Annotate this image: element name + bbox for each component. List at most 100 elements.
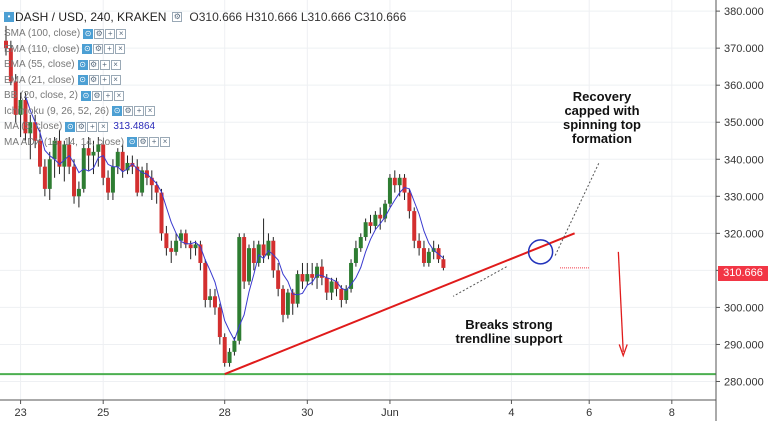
candle xyxy=(62,144,67,167)
indicator-row[interactable]: EMA (110, close) ⊙ ⚙ + × xyxy=(4,44,126,55)
candle xyxy=(271,240,276,271)
candle xyxy=(305,274,310,282)
eye-icon[interactable]: ⊙ xyxy=(77,75,88,85)
annotation-recovery: Recovery capped with spinning top format… xyxy=(563,89,641,146)
candle xyxy=(266,240,271,256)
settings-icon[interactable]: ⚙ xyxy=(91,90,102,101)
candle xyxy=(417,240,422,249)
add-icon[interactable]: + xyxy=(134,106,145,116)
symbol-title: DASH / USD, 240, KRAKEN xyxy=(15,10,167,24)
add-icon[interactable]: + xyxy=(104,44,115,54)
add-icon[interactable]: + xyxy=(102,90,113,101)
candle xyxy=(28,122,33,134)
price-tick-label: 290.000 xyxy=(724,339,764,351)
indicator-row[interactable]: Ichimoku (9, 26, 52, 26) ⊙ ⚙ + × xyxy=(4,106,156,117)
price-tick-label: 340.000 xyxy=(724,154,764,166)
candle xyxy=(193,244,198,249)
highlight-circle xyxy=(527,239,554,265)
eye-icon[interactable]: ⊙ xyxy=(112,106,123,116)
candle xyxy=(106,177,111,193)
remove-icon[interactable]: × xyxy=(113,90,124,101)
candle xyxy=(373,214,378,226)
candle xyxy=(315,266,320,278)
candle xyxy=(76,188,81,197)
add-icon[interactable]: + xyxy=(149,137,160,147)
ohlc-readout: O310.666 H310.666 L310.666 C310.666 xyxy=(189,10,407,24)
last-price-badge: 310.666 xyxy=(718,266,768,281)
remove-icon[interactable]: × xyxy=(160,137,171,147)
candle xyxy=(251,248,256,263)
candle xyxy=(159,192,164,234)
remove-icon[interactable]: × xyxy=(115,44,126,54)
trendline xyxy=(224,232,575,376)
indicator-row[interactable]: MA ADX (14, 14, 14, close) ⊙ ⚙ + × xyxy=(4,137,171,148)
price-tick-label: 280.000 xyxy=(724,376,764,388)
add-icon[interactable]: + xyxy=(105,28,116,39)
candle xyxy=(256,244,261,263)
settings-icon[interactable]: ⚙ xyxy=(94,28,105,39)
eye-icon[interactable]: ⊙ xyxy=(83,28,94,39)
eye-icon[interactable]: ⊙ xyxy=(82,44,93,54)
candle xyxy=(164,233,169,249)
indicator-row[interactable]: EMA (55, close) ⊙ ⚙ + × xyxy=(4,59,122,70)
candle xyxy=(217,307,222,338)
candle xyxy=(96,144,101,152)
candle xyxy=(412,211,417,241)
candle xyxy=(300,274,305,282)
indicator-label: Ichimoku (9, 26, 52, 26) xyxy=(4,105,110,117)
price-tick-label: 320.000 xyxy=(724,228,764,240)
eye-icon[interactable]: ⊙ xyxy=(77,59,88,70)
time-tick-label: 6 xyxy=(586,407,592,419)
candle xyxy=(324,277,329,293)
candle xyxy=(339,288,344,300)
indicator-row[interactable]: SMA (100, close) ⊙ ⚙ + × xyxy=(4,28,127,39)
remove-icon[interactable]: × xyxy=(110,59,121,70)
candle xyxy=(349,262,354,289)
candle xyxy=(120,151,125,171)
price-axis[interactable]: 280.000290.000300.000310.000320.000330.0… xyxy=(715,0,764,421)
indicator-row[interactable]: EMA (21, close) ⊙ ⚙ + × xyxy=(4,75,122,86)
candle xyxy=(18,100,23,115)
down-arrow-head xyxy=(618,344,628,358)
candle xyxy=(285,292,290,315)
candle xyxy=(72,166,77,197)
candle xyxy=(13,81,18,115)
add-icon[interactable]: + xyxy=(99,75,110,85)
candle xyxy=(208,296,213,300)
settings-icon[interactable]: ⚙ xyxy=(76,121,87,132)
candle xyxy=(392,177,397,186)
dashed-projection-up xyxy=(554,162,600,256)
candle xyxy=(368,222,373,226)
indicator-row[interactable]: BB (20, close, 2) ⊙ ⚙ + × xyxy=(4,90,125,101)
candle xyxy=(295,274,300,304)
eye-icon[interactable]: • xyxy=(4,12,14,22)
add-icon[interactable]: + xyxy=(87,121,98,132)
price-tick-label: 370.000 xyxy=(724,43,764,55)
indicator-row[interactable]: MA (5, close) ⊙ ⚙ + × 313.4864 xyxy=(4,121,155,132)
time-axis[interactable]: 23 25 28 30 Jun 4 6 8 xyxy=(0,399,716,419)
settings-icon[interactable]: ⚙ xyxy=(93,44,104,54)
add-icon[interactable]: + xyxy=(99,59,110,70)
indicator-label: EMA (55, close) xyxy=(4,59,75,70)
candle xyxy=(86,148,91,156)
remove-icon[interactable]: × xyxy=(98,121,109,132)
candle xyxy=(33,122,38,141)
settings-icon[interactable]: ⚙ xyxy=(123,106,134,116)
annotation-breaks: Breaks strong trendline support xyxy=(455,317,563,346)
settings-icon[interactable]: ⚙ xyxy=(138,137,149,147)
candle xyxy=(281,288,286,315)
remove-icon[interactable]: × xyxy=(110,75,121,85)
settings-icon[interactable]: ⚙ xyxy=(172,12,183,22)
eye-icon[interactable]: ⊙ xyxy=(80,90,91,101)
settings-icon[interactable]: ⚙ xyxy=(88,75,99,85)
candle xyxy=(232,340,237,352)
eye-icon[interactable]: ⊙ xyxy=(127,137,138,147)
indicator-label: EMA (21, close) xyxy=(4,74,75,86)
settings-icon[interactable]: ⚙ xyxy=(88,59,99,70)
remove-icon[interactable]: × xyxy=(145,106,156,116)
candle xyxy=(319,266,324,278)
remove-icon[interactable]: × xyxy=(116,28,127,39)
eye-icon[interactable]: ⊙ xyxy=(65,121,76,132)
price-tick-label: 380.000 xyxy=(724,6,764,18)
